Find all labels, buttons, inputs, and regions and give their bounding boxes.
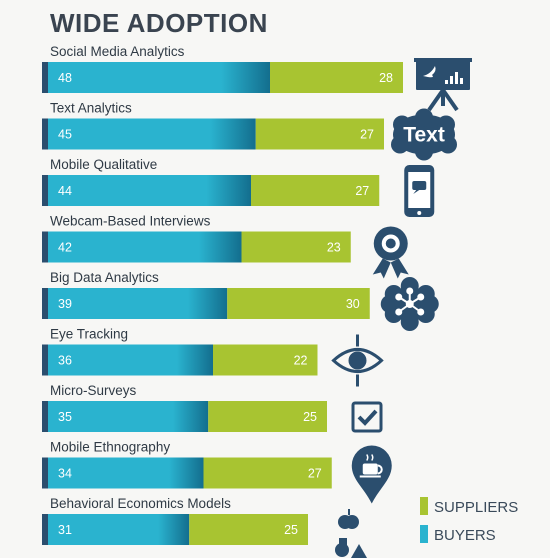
buyers-bar <box>48 514 190 545</box>
webcam-icon <box>372 226 409 279</box>
suppliers-bar <box>227 288 370 319</box>
suppliers-value-label: 22 <box>294 354 308 368</box>
bar-row: Behavioral Economics Models 31 25 <box>42 496 367 558</box>
category-label: Mobile Ethnography <box>50 440 170 455</box>
buyers-bar <box>48 118 256 150</box>
buyers-value-label: 39 <box>58 297 72 311</box>
apple-shapes-icon <box>335 509 367 558</box>
suppliers-bar <box>241 231 351 263</box>
buyers-bar <box>48 175 251 206</box>
bar-edge <box>42 62 48 93</box>
suppliers-bar <box>203 457 332 489</box>
buyers-bar <box>48 288 228 319</box>
buyers-bar <box>48 401 209 432</box>
bar-row: Social Media Analytics 48 28 <box>42 44 472 112</box>
suppliers-value-label: 30 <box>346 297 360 311</box>
suppliers-value-label: 25 <box>284 523 298 537</box>
legend: SUPPLIERS BUYERS <box>420 497 518 544</box>
suppliers-value-label: 27 <box>355 184 369 198</box>
suppliers-bar <box>270 62 403 93</box>
suppliers-value-label: 27 <box>308 467 322 481</box>
buyers-value-label: 31 <box>58 523 72 537</box>
category-label: Behavioral Economics Models <box>50 496 231 511</box>
legend-label: SUPPLIERS <box>434 499 518 516</box>
suppliers-value-label: 28 <box>379 71 393 85</box>
network-cloud-icon <box>380 277 439 331</box>
category-label: Webcam-Based Interviews <box>50 214 211 229</box>
text-cloud-icon: Text <box>391 108 457 161</box>
bar-row: Mobile Qualitative 44 27 <box>42 157 435 217</box>
buyers-bar <box>48 344 213 376</box>
bar-edge <box>42 118 48 150</box>
buyers-value-label: 44 <box>58 184 72 198</box>
suppliers-bar <box>189 514 308 545</box>
category-label: Text Analytics <box>50 101 132 116</box>
legend-swatch <box>420 497 428 515</box>
bar-row: Micro-Surveys 35 25 <box>42 383 383 433</box>
suppliers-value-label: 23 <box>327 241 341 255</box>
bar-edge <box>42 457 48 489</box>
suppliers-bar <box>251 175 380 206</box>
eye-icon <box>331 334 384 387</box>
svg-text:Text: Text <box>403 124 445 147</box>
bar-row: Text Analytics 45 27 Text <box>42 101 457 161</box>
buyers-value-label: 42 <box>58 241 72 255</box>
suppliers-bar <box>208 401 327 432</box>
category-label: Micro-Surveys <box>50 383 137 398</box>
buyers-bar <box>48 231 242 263</box>
buyers-value-label: 34 <box>58 467 72 481</box>
buyers-value-label: 35 <box>58 410 72 424</box>
bar-edge <box>42 401 48 432</box>
buyers-value-label: 48 <box>58 71 72 85</box>
bar-edge <box>42 231 48 263</box>
presentation-twitter-icon <box>414 58 472 112</box>
category-label: Eye Tracking <box>50 327 128 342</box>
category-label: Social Media Analytics <box>50 44 185 59</box>
buyers-bar <box>48 62 270 93</box>
suppliers-value-label: 27 <box>360 128 374 142</box>
buyers-bar <box>48 457 204 489</box>
suppliers-value-label: 25 <box>303 410 317 424</box>
bar-edge <box>42 514 48 545</box>
legend-swatch <box>420 525 428 543</box>
category-label: Big Data Analytics <box>50 270 159 285</box>
mobile-chat-icon <box>404 165 435 217</box>
bar-row: Eye Tracking 36 22 <box>42 327 384 387</box>
bar-edge <box>42 344 48 376</box>
bar-row: Big Data Analytics 39 30 <box>42 270 439 331</box>
coffee-pin-icon <box>351 445 392 504</box>
suppliers-bar <box>213 344 318 376</box>
category-label: Mobile Qualitative <box>50 157 157 172</box>
suppliers-bar <box>255 118 384 150</box>
buyers-value-label: 45 <box>58 128 72 142</box>
bar-edge <box>42 288 48 319</box>
buyers-value-label: 36 <box>58 354 72 368</box>
checkbox-icon <box>351 401 383 433</box>
bar-row: Mobile Ethnography 34 27 <box>42 440 392 504</box>
bar-edge <box>42 175 48 206</box>
bar-row: Webcam-Based Interviews 42 23 <box>42 214 409 279</box>
chart-title: WIDE ADOPTION <box>50 8 268 38</box>
legend-label: BUYERS <box>434 527 496 544</box>
